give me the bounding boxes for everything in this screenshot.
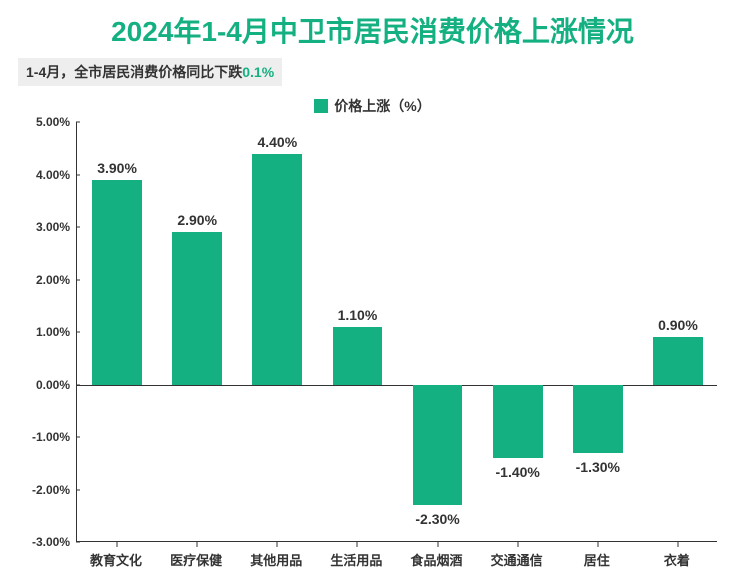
x-axis-label: 教育文化 <box>90 550 142 569</box>
bar-value-label: 4.40% <box>237 134 317 150</box>
x-axis-label: 其他用品 <box>250 550 302 569</box>
x-axis-label: 居住 <box>584 550 610 569</box>
x-axis-label: 交通通信 <box>491 550 543 569</box>
x-axis-label: 生活用品 <box>330 550 382 569</box>
subtitle-row: 1-4月，全市居民消费价格同比下跌0.1% <box>18 58 727 86</box>
bar <box>172 232 222 384</box>
x-axis-label: 衣着 <box>664 550 690 569</box>
y-tick-label: -2.00% <box>32 483 70 497</box>
bar <box>573 385 623 453</box>
legend: 价格上涨（%） <box>18 96 727 116</box>
bar-value-label: 2.90% <box>157 212 237 228</box>
y-tick-label: 2.00% <box>36 273 70 287</box>
bar-value-label: -1.30% <box>558 459 638 475</box>
bar <box>653 337 703 384</box>
x-tick-mark <box>357 542 358 547</box>
legend-label: 价格上涨（%） <box>334 98 430 114</box>
y-tick-label: 1.00% <box>36 325 70 339</box>
page-title: 2024年1-4月中卫市居民消费价格上涨情况 <box>18 10 727 50</box>
x-tick-mark <box>677 542 678 547</box>
y-tick-label: 4.00% <box>36 168 70 182</box>
bar <box>413 385 463 506</box>
chart-container: 2024年1-4月中卫市居民消费价格上涨情况 1-4月，全市居民消费价格同比下跌… <box>0 0 745 587</box>
bar <box>252 154 302 385</box>
bar-value-label: 3.90% <box>77 160 157 176</box>
legend-swatch <box>314 99 328 113</box>
x-tick-mark <box>437 542 438 547</box>
bar <box>92 180 142 385</box>
y-tick-label: -1.00% <box>32 430 70 444</box>
plot-area: 3.90% 2.90% 4.40% 1.10% -2.30% -1.40%-1.30% 0.… <box>76 122 717 542</box>
bar-value-label: 1.10% <box>318 307 398 323</box>
bar-chart: -3.00%-2.00%-1.00%0.00%1.00%2.00%3.00%4.… <box>18 122 727 542</box>
y-axis: -3.00%-2.00%-1.00%0.00%1.00%2.00%3.00%4.… <box>18 122 76 542</box>
y-tick-label: 3.00% <box>36 220 70 234</box>
subtitle-box: 1-4月，全市居民消费价格同比下跌0.1% <box>18 58 282 86</box>
y-tick-label: 0.00% <box>36 378 70 392</box>
y-tick-label: -3.00% <box>32 535 70 549</box>
x-tick-mark <box>517 542 518 547</box>
x-tick-mark <box>597 542 598 547</box>
x-axis-label: 医疗保健 <box>170 550 222 569</box>
y-tick-label: 5.00% <box>36 115 70 129</box>
subtitle-prefix: 1-4月，全市居民消费价格同比下跌 <box>26 64 242 80</box>
bar-value-label: 0.90% <box>638 317 718 333</box>
x-tick-mark <box>197 542 198 547</box>
bar-value-label: -2.30% <box>398 511 478 527</box>
subtitle-highlight: 0.1% <box>242 64 274 80</box>
bar-value-label: -1.40% <box>478 464 558 480</box>
bar <box>493 385 543 459</box>
x-axis-label: 食品烟酒 <box>411 550 463 569</box>
bar <box>333 327 383 385</box>
x-tick-mark <box>117 542 118 547</box>
bars-layer: 3.90% 2.90% 4.40% 1.10% -2.30% -1.40%-1.30% 0.… <box>77 122 717 542</box>
x-tick-mark <box>277 542 278 547</box>
